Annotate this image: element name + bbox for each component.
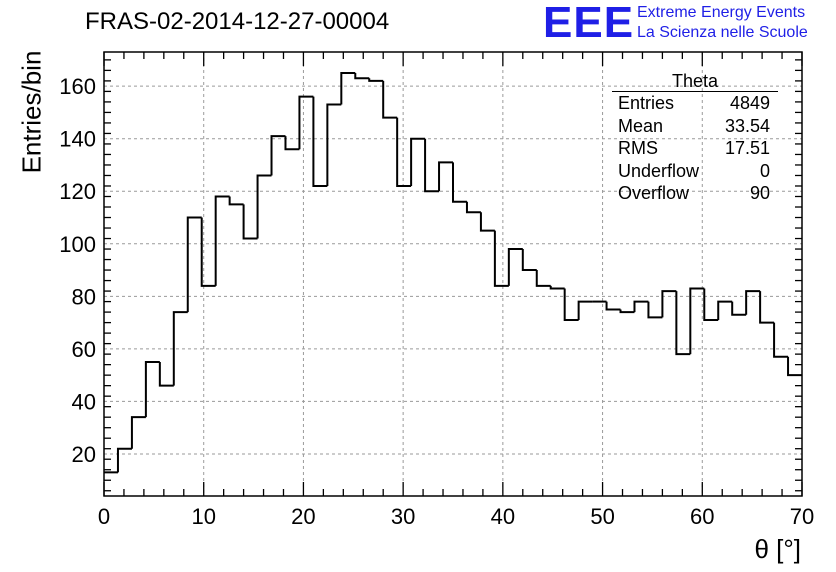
histogram-bin — [382, 80, 398, 119]
x-tick-label: 0 — [98, 504, 110, 529]
y-tick-label: 100 — [59, 232, 96, 257]
x-axis-label: θ [°] — [754, 534, 801, 564]
stats-row-entries: Entries 4849 — [612, 92, 778, 115]
histogram-series — [104, 72, 802, 474]
histogram-bin — [759, 291, 775, 324]
x-tick-label: 50 — [590, 504, 614, 529]
grid-lines — [104, 52, 802, 496]
stats-box: Theta Entries 4849 Mean 33.54 RMS 17.51 … — [612, 72, 778, 205]
x-tick-label: 10 — [191, 504, 215, 529]
y-tick-label: 120 — [59, 179, 96, 204]
stats-label: Entries — [618, 93, 675, 113]
histogram-bin — [633, 300, 649, 313]
histogram-bin — [228, 196, 244, 206]
histogram-bin — [521, 249, 537, 272]
histogram-bin — [787, 356, 802, 377]
x-tick-label: 70 — [790, 504, 814, 529]
chart-title: FRAS-02-2014-12-27-00004 — [85, 8, 390, 35]
y-axis-label: Entries/bin — [16, 50, 47, 174]
histogram-bin — [438, 161, 453, 192]
histogram-bin — [661, 290, 677, 318]
stats-value: 90 — [749, 183, 770, 204]
histogram-bin — [172, 311, 188, 386]
stats-value: 4849 — [729, 93, 770, 113]
histogram-bin — [577, 300, 593, 320]
stats-row-overflow: Overflow 90 — [612, 182, 778, 205]
stats-value: 17.51 — [724, 138, 770, 159]
histogram-bin — [368, 78, 384, 82]
x-tick-label: 60 — [690, 504, 714, 529]
histogram-bin — [144, 361, 160, 418]
plot-frame — [103, 51, 803, 497]
histogram-bin — [116, 447, 132, 473]
histogram-bin — [242, 204, 258, 240]
histogram-bin — [731, 301, 747, 316]
histogram-bin — [158, 362, 174, 387]
histogram-bin — [200, 217, 216, 287]
histogram-bin — [312, 96, 328, 187]
histogram-bin — [493, 230, 509, 287]
histogram-bin — [703, 288, 719, 321]
histogram-bin — [479, 212, 495, 232]
y-tick-label: 80 — [72, 284, 96, 309]
y-tick-label: 60 — [72, 337, 96, 362]
y-tick-label: 40 — [72, 389, 96, 414]
stats-title: Theta — [612, 72, 778, 92]
histogram-bin — [563, 288, 579, 321]
histogram-bin — [340, 72, 356, 105]
histogram-bin — [507, 248, 523, 286]
histogram-bin — [773, 322, 789, 358]
eee-logo: EEE — [543, 0, 635, 47]
y-tick-label: 140 — [59, 127, 96, 152]
histogram-bin — [130, 416, 146, 449]
histogram-bin — [424, 138, 440, 193]
stats-label: Underflow — [618, 160, 700, 181]
stats-row-mean: Mean 33.54 — [612, 115, 778, 138]
x-tick-label: 20 — [291, 504, 315, 529]
stats-value: 33.54 — [724, 115, 770, 136]
histogram-bin — [647, 301, 663, 319]
histogram-bin — [717, 300, 733, 320]
histogram-bin — [284, 136, 300, 151]
x-tick-label: 30 — [391, 504, 415, 529]
histogram-bin — [535, 270, 551, 287]
y-tick-label: 20 — [72, 442, 96, 467]
histogram-bin — [326, 103, 342, 186]
histogram-bin — [298, 95, 314, 150]
logo-caption-line1: Extreme Energy Events — [637, 4, 806, 21]
y-tick-label: 160 — [59, 74, 96, 99]
histogram-bin — [675, 291, 691, 356]
histogram-bin — [605, 301, 621, 311]
histogram-bin — [452, 162, 467, 203]
stats-value: 0 — [759, 160, 770, 181]
logo-caption-line2: La Scienza nelle Scuole — [637, 24, 808, 41]
stats-row-underflow: Underflow 0 — [612, 160, 778, 183]
histogram-bin — [745, 290, 761, 315]
histogram-bin — [619, 309, 635, 314]
histogram-bin — [186, 216, 202, 313]
histogram-bin — [689, 287, 705, 355]
histogram-bin — [270, 135, 286, 176]
stats-label: Overflow — [618, 183, 690, 204]
axis-tick-labels: 0 10 20 30 40 50 60 70 20 40 60 80 100 120 140 160 — [59, 74, 814, 529]
histogram-bin — [396, 117, 412, 187]
histogram-bin — [410, 137, 426, 186]
stats-label: RMS — [618, 138, 658, 159]
x-tick-label: 40 — [491, 504, 515, 529]
stats-row-rms: RMS 17.51 — [612, 137, 778, 160]
histogram-bin — [354, 73, 370, 80]
histogram-bin — [549, 285, 565, 290]
histogram-bin — [214, 195, 230, 286]
stats-label: Mean — [618, 115, 664, 136]
histogram-bin — [256, 174, 272, 239]
axis-ticks — [103, 52, 803, 496]
histogram-bin — [465, 201, 481, 214]
